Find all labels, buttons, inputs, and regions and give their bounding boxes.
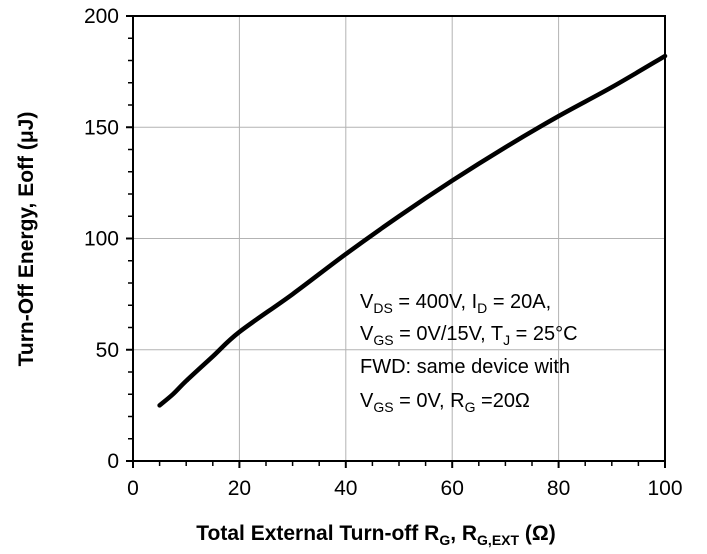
x-tick-label: 60: [441, 477, 464, 500]
y-axis-title: Turn-Off Energy, Eoff (μJ): [15, 112, 38, 367]
y-tick-label: 150: [84, 116, 119, 139]
y-tick-label: 200: [84, 5, 119, 28]
x-tick-label: 100: [647, 477, 682, 500]
annotation-line-4: VGS = 0V, RG =20Ω: [360, 390, 530, 415]
conditions-annotation: VDS = 400V, ID = 20A, VGS = 0V/15V, TJ =…: [360, 291, 578, 415]
x-tick-label: 40: [334, 477, 357, 500]
annotation-line-1: VDS = 400V, ID = 20A,: [360, 291, 551, 316]
x-tick-label: 0: [127, 477, 139, 500]
y-tick-label: 100: [84, 228, 119, 251]
x-axis-title: Total External Turn-off RG, RG,EXT (Ω): [196, 522, 555, 548]
x-tick-label: 20: [228, 477, 251, 500]
eoff-curve: [157, 53, 668, 408]
plot-frame: [132, 15, 666, 462]
annotation-line-2: VGS = 0V/15V, TJ = 25°C: [360, 323, 578, 348]
y-tick-label: 0: [107, 450, 119, 473]
annotation-line-3: FWD: same device with: [360, 356, 570, 378]
x-tick-label: 80: [547, 477, 570, 500]
x-tick-labels: 0 20 40 60 80 100: [127, 477, 682, 500]
y-tick-labels: 0 50 100 150 200: [84, 5, 119, 473]
y-tick-label: 50: [96, 339, 119, 362]
